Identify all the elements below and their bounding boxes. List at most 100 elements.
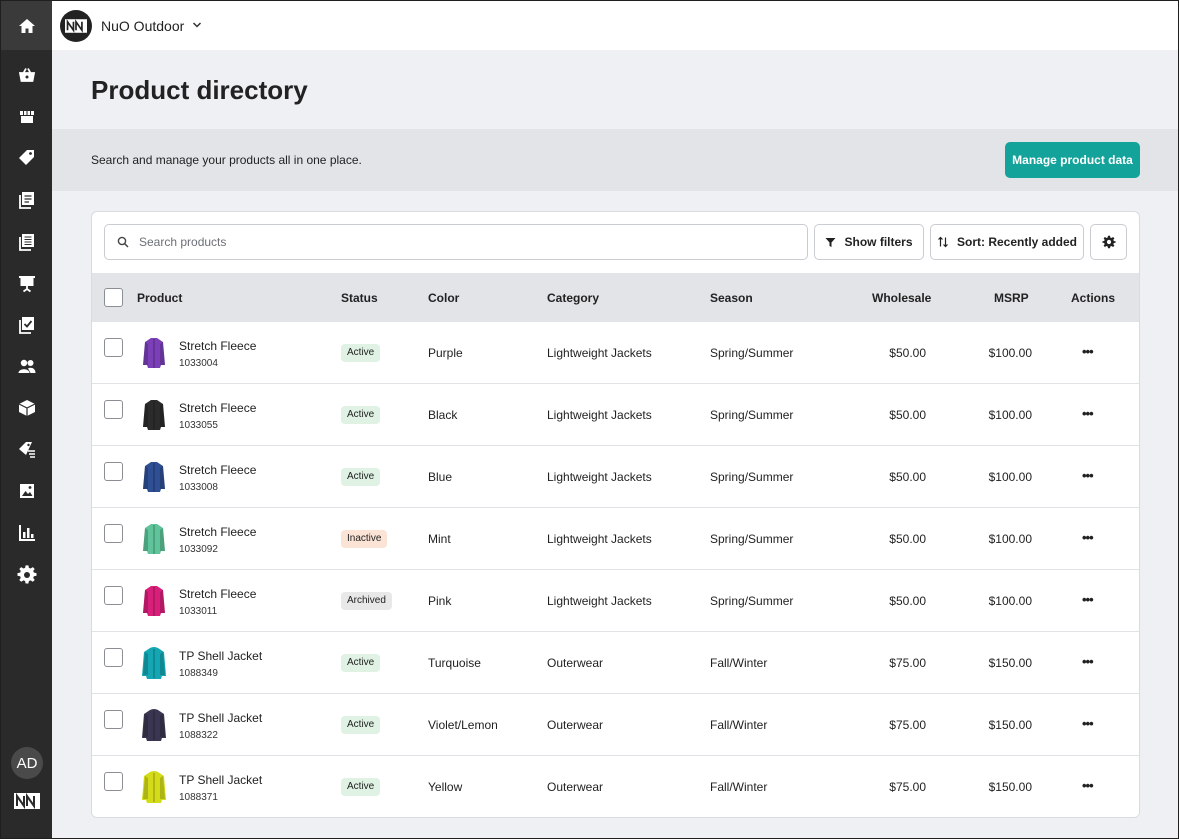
table-row[interactable]: TP Shell Jacket 1088322 Active Violet/Le… bbox=[92, 694, 1139, 756]
brand-logo[interactable] bbox=[60, 10, 92, 42]
sidebar-item-linesheets[interactable] bbox=[1, 227, 52, 257]
chevron-down-icon[interactable] bbox=[191, 19, 203, 31]
row-checkbox[interactable] bbox=[104, 710, 123, 729]
row-actions-button[interactable]: ••• bbox=[1082, 530, 1094, 545]
product-thumbnail[interactable] bbox=[140, 584, 168, 618]
status-badge: Active bbox=[341, 468, 381, 486]
product-name[interactable]: TP Shell Jacket bbox=[179, 773, 263, 787]
sidebar: AD bbox=[1, 1, 52, 838]
row-checkbox[interactable] bbox=[104, 586, 123, 605]
sidebar-item-products[interactable] bbox=[1, 143, 52, 173]
category-cell: Outerwear bbox=[547, 780, 604, 794]
product-thumbnail[interactable] bbox=[140, 398, 168, 432]
product-sku: 1033055 bbox=[179, 420, 218, 431]
product-thumbnail[interactable] bbox=[140, 522, 168, 556]
row-checkbox[interactable] bbox=[104, 462, 123, 481]
avatar[interactable]: AD bbox=[11, 747, 43, 779]
row-actions-button[interactable]: ••• bbox=[1082, 468, 1094, 483]
presentation-icon bbox=[18, 276, 35, 293]
category-cell: Outerwear bbox=[547, 656, 604, 670]
product-name[interactable]: TP Shell Jacket bbox=[179, 711, 263, 725]
sidebar-item-presentations[interactable] bbox=[1, 268, 52, 298]
table-row[interactable]: Stretch Fleece 1033004 Active Purple Lig… bbox=[92, 322, 1139, 384]
msrp-cell: $150.00 bbox=[988, 718, 1032, 732]
color-cell: Purple bbox=[428, 346, 463, 360]
color-cell: Violet/Lemon bbox=[428, 718, 498, 732]
tag-icon bbox=[18, 150, 34, 165]
product-name[interactable]: Stretch Fleece bbox=[179, 401, 257, 415]
product-name[interactable]: Stretch Fleece bbox=[179, 587, 257, 601]
color-cell: Black bbox=[428, 408, 458, 422]
table-row[interactable]: Stretch Fleece 1033092 Inactive Mint Lig… bbox=[92, 508, 1139, 570]
table-row[interactable]: TP Shell Jacket 1088371 Active Yellow Ou… bbox=[92, 756, 1139, 817]
nuo-logo-icon[interactable] bbox=[14, 793, 40, 809]
season-cell: Fall/Winter bbox=[710, 656, 768, 670]
search-input[interactable] bbox=[139, 225, 799, 259]
sidebar-item-catalogs[interactable] bbox=[1, 185, 52, 215]
page-description-bar: Search and manage your products all in o… bbox=[52, 129, 1178, 191]
msrp-cell: $150.00 bbox=[988, 656, 1032, 670]
table-row[interactable]: Stretch Fleece 1033011 Archived Pink Lig… bbox=[92, 570, 1139, 632]
row-actions-button[interactable]: ••• bbox=[1082, 654, 1094, 669]
table-row[interactable]: Stretch Fleece 1033008 Active Blue Light… bbox=[92, 446, 1139, 508]
column-actions: Actions bbox=[1071, 291, 1116, 305]
product-sku: 1033092 bbox=[179, 544, 218, 555]
product-thumbnail[interactable] bbox=[140, 460, 168, 494]
row-actions-button[interactable]: ••• bbox=[1082, 344, 1094, 359]
product-thumbnail[interactable] bbox=[140, 770, 168, 804]
gear-icon bbox=[17, 565, 36, 584]
column-wholesale[interactable]: Wholesale bbox=[872, 291, 932, 305]
row-checkbox[interactable] bbox=[104, 772, 123, 791]
status-badge: Active bbox=[341, 344, 381, 362]
topbar: NuO Outdoor bbox=[52, 1, 1178, 50]
sidebar-item-reports[interactable] bbox=[1, 518, 52, 548]
product-sku: 1033011 bbox=[179, 606, 218, 617]
manage-product-data-button[interactable]: Manage product data bbox=[1005, 142, 1140, 178]
sidebar-item-customers[interactable] bbox=[1, 351, 52, 381]
product-thumbnail[interactable] bbox=[140, 646, 168, 680]
show-filters-button[interactable]: Show filters bbox=[814, 224, 924, 260]
sidebar-item-home[interactable] bbox=[1, 1, 52, 50]
sidebar-item-orders[interactable] bbox=[1, 60, 52, 90]
column-status[interactable]: Status bbox=[341, 291, 378, 305]
row-actions-button[interactable]: ••• bbox=[1082, 592, 1094, 607]
sidebar-item-media[interactable] bbox=[1, 476, 52, 506]
column-category[interactable]: Category bbox=[547, 291, 600, 305]
product-name[interactable]: TP Shell Jacket bbox=[179, 649, 263, 663]
search-icon bbox=[117, 236, 129, 248]
select-all-checkbox[interactable] bbox=[104, 288, 123, 307]
table-settings-button[interactable] bbox=[1090, 224, 1127, 260]
users-icon bbox=[18, 359, 35, 373]
sidebar-item-tasks[interactable] bbox=[1, 310, 52, 340]
sidebar-item-settings[interactable] bbox=[1, 560, 52, 590]
row-actions-button[interactable]: ••• bbox=[1082, 716, 1094, 731]
column-product[interactable]: Product bbox=[137, 291, 183, 305]
row-actions-button[interactable]: ••• bbox=[1082, 406, 1094, 421]
sort-button[interactable]: Sort: Recently added bbox=[930, 224, 1084, 260]
product-name[interactable]: Stretch Fleece bbox=[179, 463, 257, 477]
sidebar-item-inventory[interactable] bbox=[1, 393, 52, 423]
row-actions-button[interactable]: ••• bbox=[1082, 778, 1094, 793]
row-checkbox[interactable] bbox=[104, 648, 123, 667]
sidebar-item-stores[interactable] bbox=[1, 102, 52, 132]
wholesale-cell: $75.00 bbox=[889, 780, 926, 794]
product-thumbnail[interactable] bbox=[140, 708, 168, 742]
product-name[interactable]: Stretch Fleece bbox=[179, 525, 257, 539]
table-row[interactable]: Stretch Fleece 1033055 Active Black Ligh… bbox=[92, 384, 1139, 446]
msrp-cell: $100.00 bbox=[988, 470, 1032, 484]
product-name[interactable]: Stretch Fleece bbox=[179, 339, 257, 353]
row-checkbox[interactable] bbox=[104, 524, 123, 543]
table-row[interactable]: TP Shell Jacket 1088349 Active Turquoise… bbox=[92, 632, 1139, 694]
row-checkbox[interactable] bbox=[104, 338, 123, 357]
row-checkbox[interactable] bbox=[104, 400, 123, 419]
column-season[interactable]: Season bbox=[710, 291, 753, 305]
table-header: Product Status Color Category Season Who… bbox=[92, 273, 1139, 322]
column-msrp[interactable]: MSRP bbox=[994, 291, 1029, 305]
column-color[interactable]: Color bbox=[428, 291, 460, 305]
filter-icon bbox=[825, 237, 836, 247]
sidebar-item-promotions[interactable] bbox=[1, 435, 52, 465]
brand-name[interactable]: NuO Outdoor bbox=[101, 18, 185, 34]
product-thumbnail[interactable] bbox=[140, 336, 168, 370]
linesheet-icon bbox=[18, 234, 34, 251]
